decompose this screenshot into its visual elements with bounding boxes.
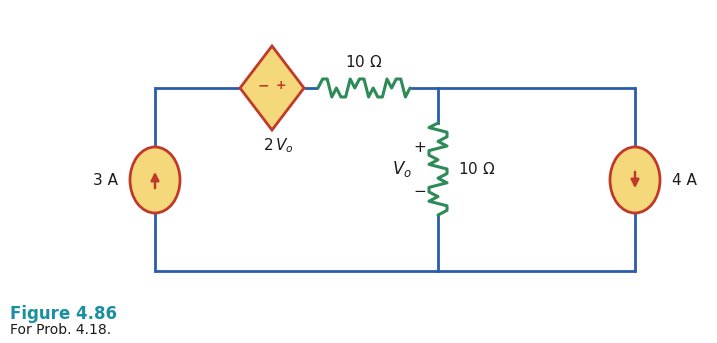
Text: +: + (276, 79, 286, 92)
Text: For Prob. 4.18.: For Prob. 4.18. (10, 323, 111, 337)
Text: −: − (257, 78, 269, 92)
Text: 4 A: 4 A (672, 173, 697, 188)
Text: −: − (414, 184, 427, 199)
Text: 10 $\Omega$: 10 $\Omega$ (346, 54, 383, 70)
Text: 10 $\Omega$: 10 $\Omega$ (458, 161, 495, 177)
Text: +: + (414, 140, 427, 154)
Ellipse shape (610, 147, 660, 213)
Text: 3 A: 3 A (93, 173, 118, 188)
Ellipse shape (130, 147, 180, 213)
Text: $V_o$: $V_o$ (392, 159, 412, 179)
Text: $2\,V_o$: $2\,V_o$ (262, 137, 293, 155)
Text: Figure 4.86: Figure 4.86 (10, 305, 117, 323)
Polygon shape (240, 46, 304, 130)
